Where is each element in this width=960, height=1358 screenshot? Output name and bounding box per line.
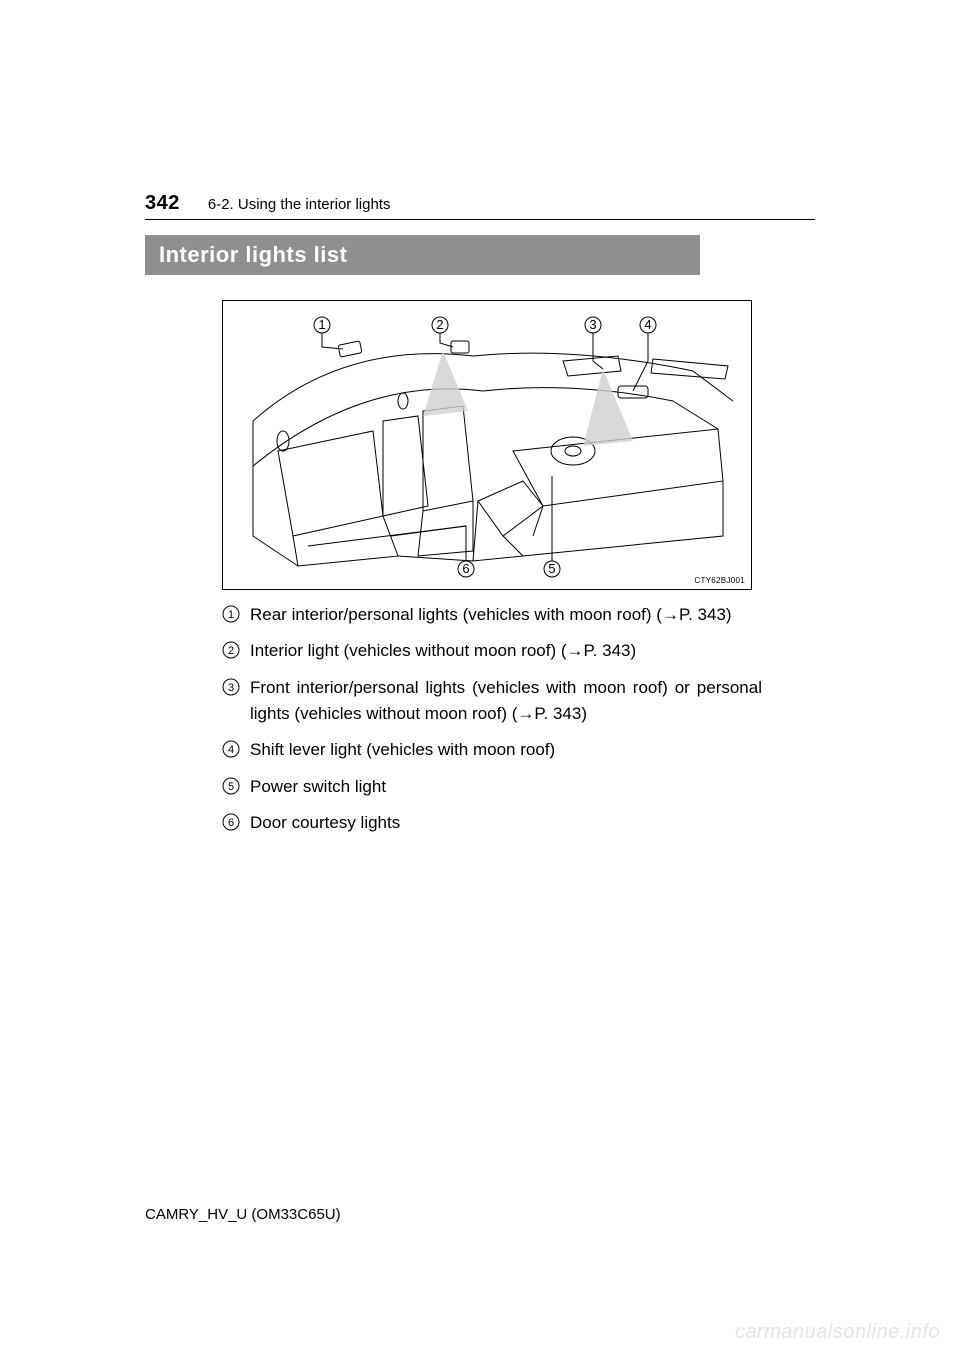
figure-code: CTY62BJ001 [694,576,745,585]
list-number-icon: 1 [222,605,244,623]
list-number-icon: 6 [222,813,244,831]
list-item-text: Rear interior/personal lights (vehicles … [250,602,762,628]
page-header: 342 6-2. Using the interior lights [145,192,815,215]
watermark: carmanualsonline.info [735,1321,940,1344]
manual-page: 342 6-2. Using the interior lights Inter… [0,0,960,1358]
list-item: 6 Door courtesy lights [222,810,762,836]
callout-number-6: 6 [462,561,469,576]
list-number-icon: 4 [222,740,244,758]
list-item: 1 Rear interior/personal lights (vehicles… [222,602,762,628]
interior-lights-diagram: 1 2 3 4 5 6 CTY62BJ001 [222,300,752,590]
svg-text:5: 5 [228,781,234,793]
svg-text:2: 2 [228,645,234,657]
callout-list: 1 Rear interior/personal lights (vehicles… [222,602,762,846]
section-title: Interior lights list [145,235,700,275]
callout-number-1: 1 [318,317,325,332]
list-item: 3 Front interior/personal lights (vehicle… [222,675,762,728]
list-item-text: Shift lever light (vehicles with moon ro… [250,737,762,763]
list-number-icon: 2 [222,641,244,659]
list-item: 2 Interior light (vehicles without moon r… [222,638,762,664]
callout-number-4: 4 [644,317,651,332]
svg-text:6: 6 [228,817,234,829]
callout-number-5: 5 [548,561,555,576]
list-item-text: Interior light (vehicles without moon ro… [250,638,762,664]
list-number-icon: 5 [222,777,244,795]
svg-text:3: 3 [228,682,234,694]
footer-document-id: CAMRY_HV_U (OM33C65U) [145,1206,341,1223]
svg-text:4: 4 [228,744,234,756]
page-number: 342 [145,192,180,215]
list-item: 5 Power switch light [222,774,762,800]
list-item: 4 Shift lever light (vehicles with moon r… [222,737,762,763]
list-item-text: Power switch light [250,774,762,800]
list-item-text: Door courtesy lights [250,810,762,836]
callout-number-3: 3 [589,317,596,332]
list-item-text: Front interior/personal lights (vehicles… [250,675,762,728]
list-number-icon: 3 [222,678,244,696]
callout-number-2: 2 [436,317,443,332]
diagram-svg: 1 2 3 4 5 6 [223,301,751,589]
header-rule [145,219,815,220]
section-label: 6-2. Using the interior lights [208,196,391,213]
svg-text:1: 1 [228,609,234,621]
